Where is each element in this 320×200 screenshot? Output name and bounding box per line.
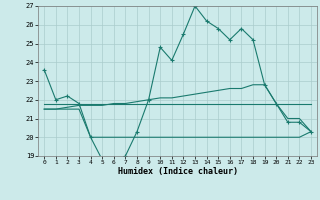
X-axis label: Humidex (Indice chaleur): Humidex (Indice chaleur) — [118, 167, 238, 176]
